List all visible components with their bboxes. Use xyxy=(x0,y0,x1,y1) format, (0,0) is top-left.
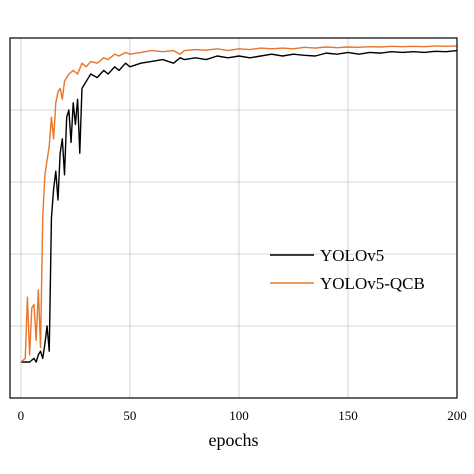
legend: YOLOv5 YOLOv5-QCB xyxy=(270,246,425,293)
grid xyxy=(10,38,458,398)
legend-label-1: YOLOv5-QCB xyxy=(320,274,425,293)
x-tick-labels: 0 50 100 150 200 xyxy=(18,408,467,423)
x-tick-label: 200 xyxy=(447,408,467,423)
series-line-1 xyxy=(20,45,458,363)
x-axis-title: epochs xyxy=(209,430,259,450)
series-line-0 xyxy=(20,49,458,363)
series-layer xyxy=(20,45,458,363)
x-tick-label: 0 xyxy=(18,408,25,423)
x-tick-label: 100 xyxy=(229,408,249,423)
plot-frame xyxy=(9,37,458,399)
x-tick-label: 50 xyxy=(123,408,136,423)
legend-label-0: YOLOv5 xyxy=(320,246,384,265)
x-tick-label: 150 xyxy=(338,408,358,423)
